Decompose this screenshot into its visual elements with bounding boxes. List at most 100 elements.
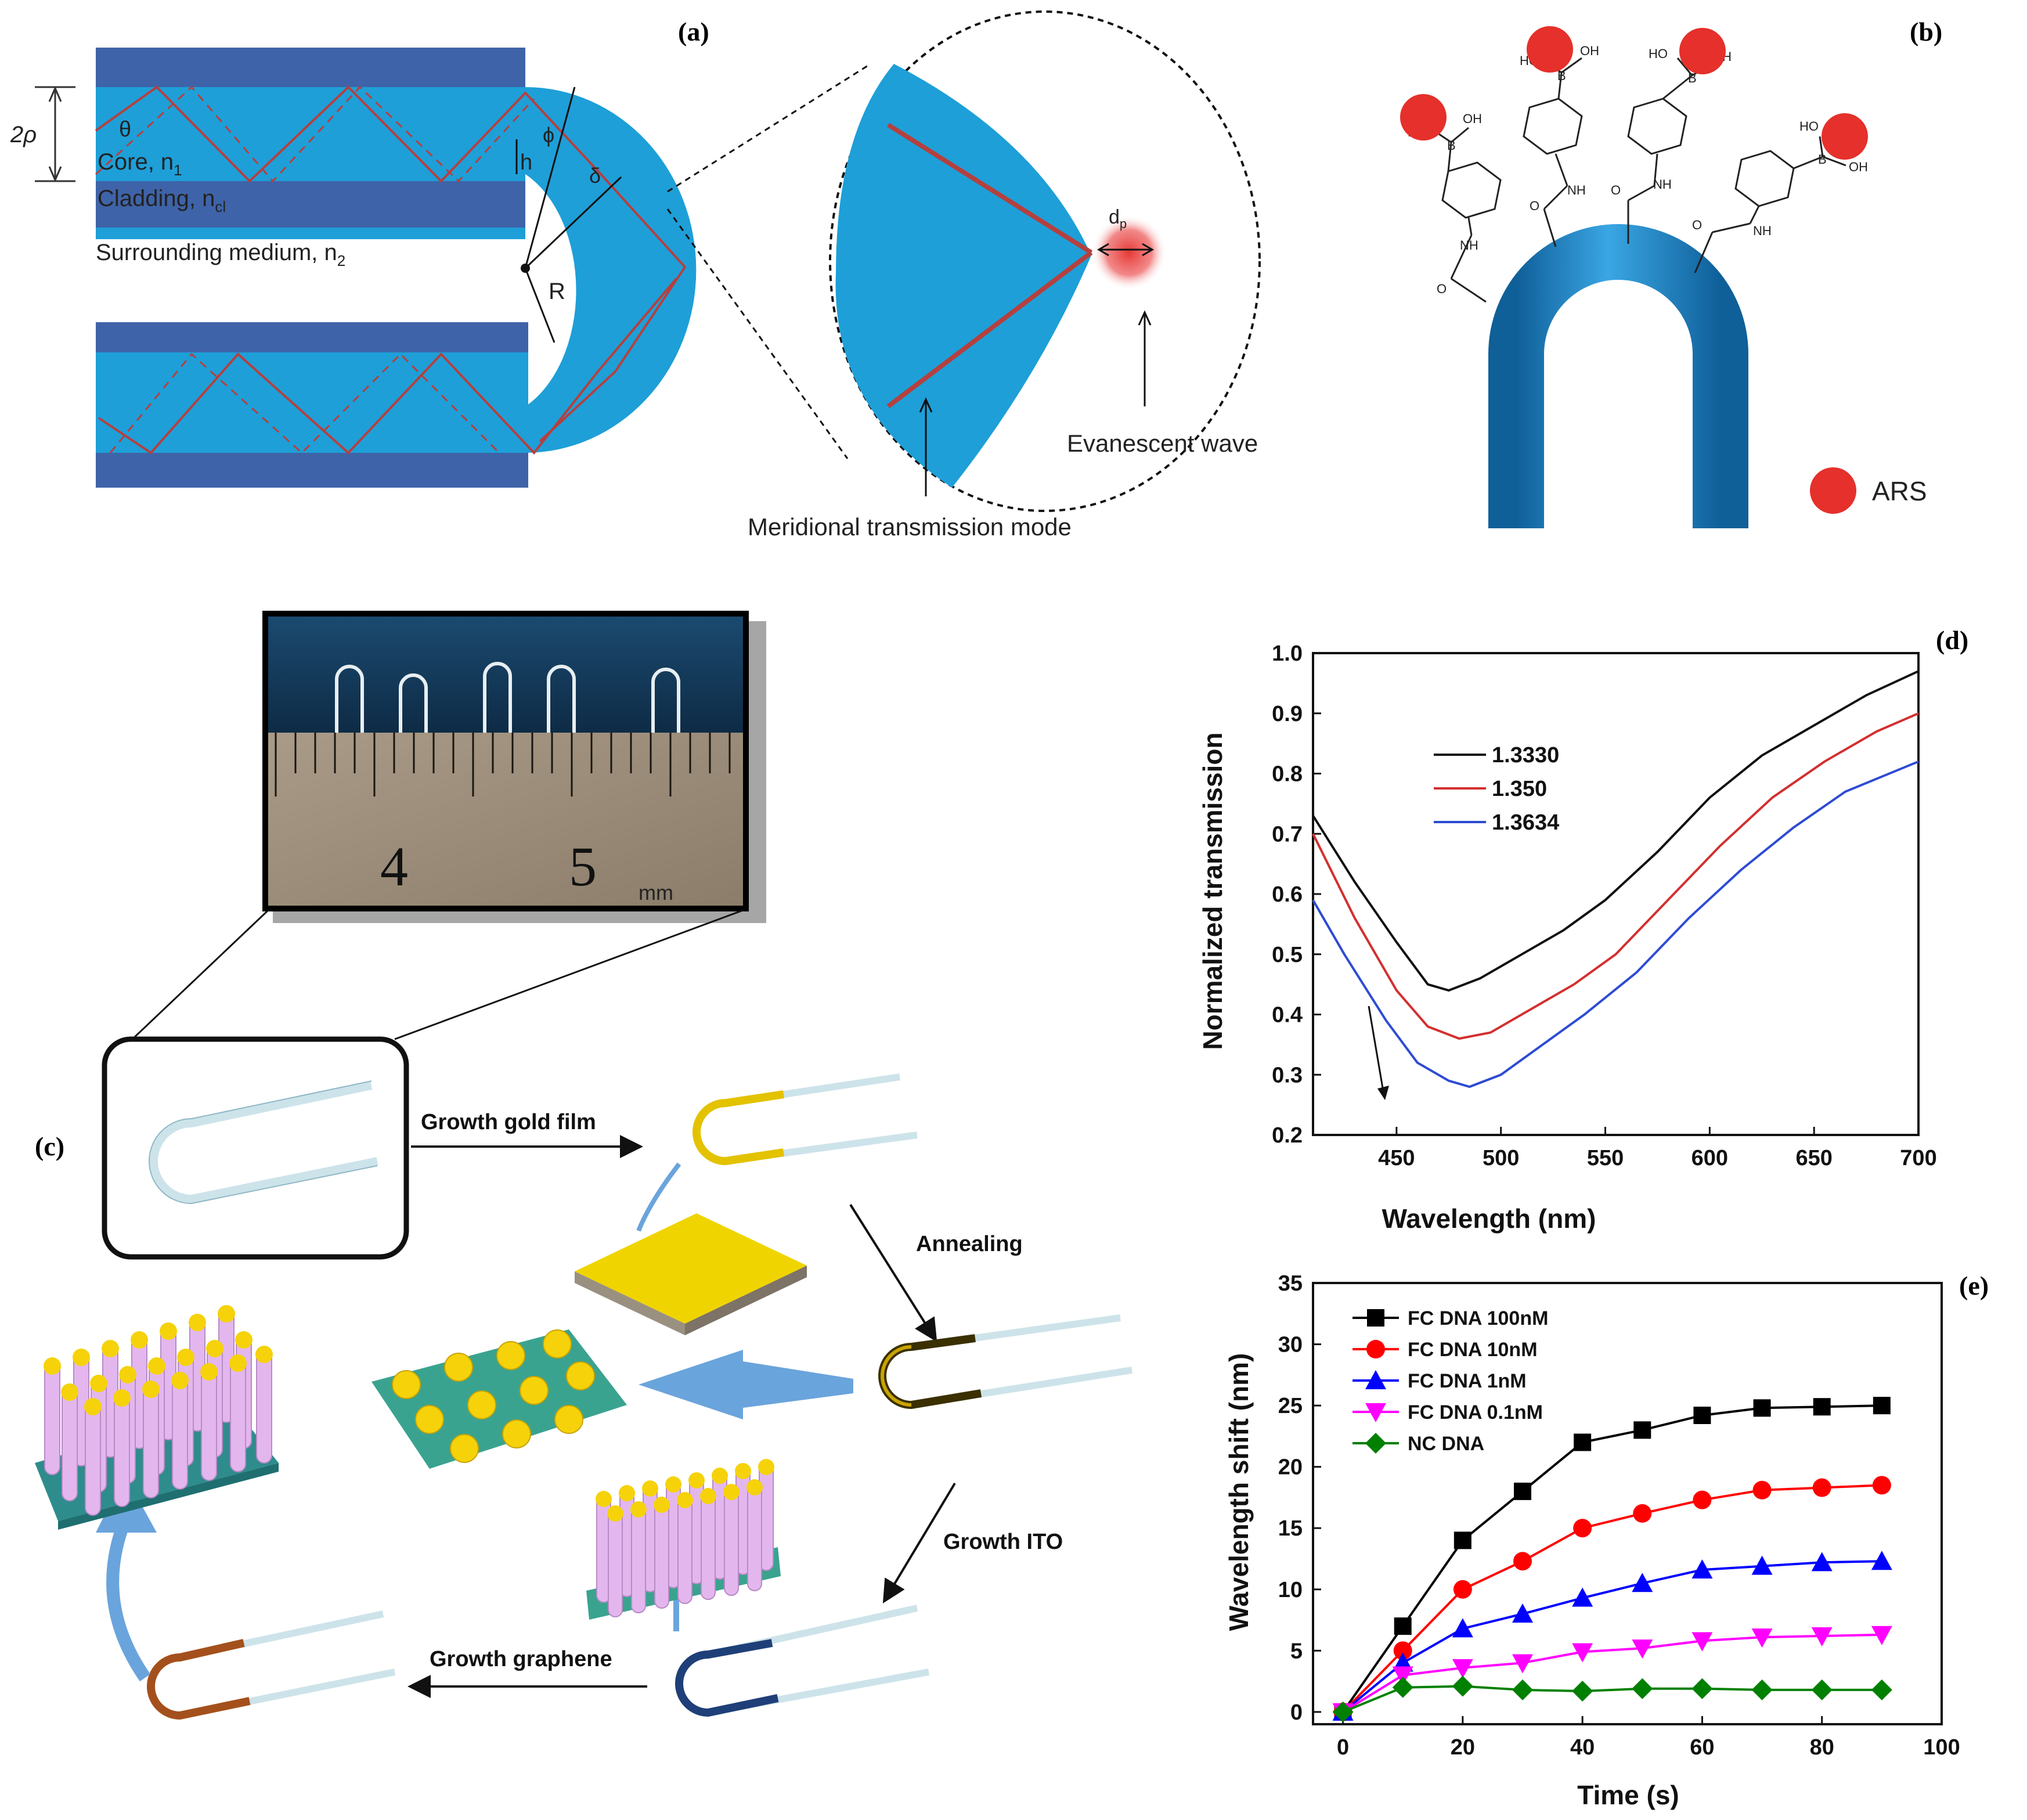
- molecule-4-b: B: [1818, 152, 1827, 167]
- ars-dye-4: [1822, 113, 1868, 160]
- photo-ruler: [268, 733, 743, 906]
- chart-d-shift-arrow-head: [1377, 1086, 1389, 1100]
- legend-label: NC DNA: [1408, 1433, 1484, 1455]
- x-tick-label: 450: [1378, 1146, 1415, 1170]
- ruler-number-4: 4: [380, 835, 408, 898]
- molecule-4-nh: NH: [1753, 224, 1772, 238]
- theta-label: θ: [119, 117, 131, 142]
- arrow-graphene-up: [106, 1518, 151, 1682]
- arrow-gold-to-film: [636, 1162, 681, 1232]
- nanorod-tip: [735, 1463, 751, 1479]
- data-point: [1752, 1480, 1772, 1500]
- step-growth-gold-label: Growth gold film: [421, 1110, 596, 1134]
- zoom-line-right: [394, 909, 744, 1040]
- nanorod: [631, 1502, 646, 1613]
- surrounding-medium-label: Surrounding medium, n2: [96, 240, 345, 269]
- bare-u-fiber: [150, 1082, 378, 1203]
- nanorod-tip: [746, 1479, 763, 1495]
- chart-d: (d) 450 500 550 600 650 700 0.2 0.3 0.4 0.5 0.6 0.7…: [1198, 625, 1968, 1234]
- zoom-circle: [829, 10, 1261, 512]
- gold-nanoparticle: [444, 1353, 473, 1382]
- data-point: [1632, 1678, 1653, 1699]
- arrow-to-nanoparticles: [639, 1350, 853, 1419]
- legend-marker: [1365, 1370, 1386, 1389]
- nanorod: [62, 1384, 78, 1501]
- nanorod-tip: [148, 1357, 165, 1375]
- zoom-ray-out: [886, 250, 1093, 409]
- plot-frame: [1312, 1282, 1943, 1725]
- molecule-4-ho: HO: [1799, 119, 1819, 134]
- y-tick-label: 0.8: [1272, 762, 1303, 787]
- series-line-FC DNA 0.1nM: [1342, 1633, 1882, 1713]
- nanorod: [230, 1355, 246, 1472]
- nanorod-tip: [758, 1459, 774, 1475]
- gold-nanoparticle: [450, 1434, 479, 1463]
- panel-b-label: (b): [1910, 17, 1942, 46]
- fiber-bend: [525, 87, 697, 453]
- nanorod-tip: [229, 1354, 247, 1372]
- x-tick-label: 650: [1795, 1146, 1832, 1170]
- panel-c: (c) 4 5 mm Growth gold film: [35, 611, 1132, 1720]
- ars-dye-3: [1679, 28, 1726, 74]
- data-point: [1813, 1398, 1831, 1416]
- chart-e-legend: FC DNA 100nM FC DNA 10nM FC DNA 1nM FC DNA …: [1352, 1307, 1548, 1455]
- meridional-pointer-head: [919, 397, 933, 413]
- nanorod: [701, 1489, 716, 1600]
- ars-legend-label: ARS: [1872, 476, 1927, 506]
- data-point: [1811, 1552, 1833, 1572]
- nanorod-tip: [255, 1346, 273, 1363]
- chart-d-legend: 1.3330 1.350 1.3634: [1434, 743, 1559, 835]
- gold-nanoparticle: [467, 1390, 496, 1419]
- nanorod-tip: [712, 1468, 728, 1484]
- ray-dashed: [95, 85, 535, 183]
- dp-label: dp: [1109, 206, 1127, 231]
- y-tick-label: 15: [1278, 1516, 1303, 1541]
- x-tick-label: 20: [1451, 1735, 1475, 1760]
- nanorod-tip: [73, 1349, 90, 1366]
- chart-d-shift-arrow: [1368, 1005, 1384, 1092]
- bare-u-fiber-outline: [149, 1080, 378, 1205]
- y-tick-label: 0.5: [1272, 943, 1303, 967]
- data-point: [1691, 1559, 1713, 1578]
- zoom-line-left: [131, 909, 269, 1040]
- bare-fiber-frame: [102, 1036, 409, 1260]
- y-tick-label: 30: [1278, 1333, 1303, 1357]
- u-fiber-tube: [1488, 224, 1748, 528]
- data-point: [1572, 1681, 1593, 1702]
- data-point: [1753, 1399, 1771, 1417]
- nanorod-tip: [44, 1357, 61, 1375]
- nanorod: [85, 1399, 101, 1516]
- lower-fiber-cladding-top: [96, 322, 528, 352]
- data-point: [1574, 1433, 1592, 1451]
- ray-solid: [95, 85, 687, 442]
- dim-arrow-top: [48, 86, 62, 102]
- phi-label: ϕ: [543, 123, 554, 147]
- construction-line-2: [524, 176, 622, 269]
- nanorod-tip: [654, 1497, 670, 1513]
- data-point: [1632, 1639, 1653, 1659]
- x-tick-label: 550: [1587, 1146, 1624, 1170]
- data-point: [1393, 1641, 1412, 1660]
- ito-coated-fiber: [675, 1605, 930, 1717]
- molecule-3-nh: NH: [1653, 177, 1672, 192]
- ruler-unit: mm: [639, 881, 673, 904]
- molecule-2-oh: OH: [1580, 44, 1599, 58]
- panel-b: (b) NH O HO OH B NH O H: [1400, 17, 1942, 528]
- nanorod: [44, 1358, 60, 1475]
- data-point: [1573, 1519, 1592, 1538]
- nanorod-tip: [102, 1340, 119, 1357]
- nanorod: [677, 1493, 693, 1604]
- data-point: [1512, 1603, 1533, 1623]
- gold-nanoparticle: [392, 1370, 421, 1399]
- data-point: [1452, 1675, 1473, 1697]
- molecule-1-oh: OH: [1463, 111, 1482, 126]
- nanorod-tip: [177, 1349, 194, 1366]
- data-point: [1811, 1679, 1833, 1700]
- molecule-2-nh: NH: [1567, 183, 1586, 197]
- data-point: [1633, 1421, 1651, 1439]
- panel-e-label: (e): [1959, 1271, 1989, 1300]
- series-line-1.3330: [1312, 670, 1919, 992]
- graphene-nanorods: [44, 1305, 273, 1516]
- nanorod-tip: [171, 1372, 189, 1389]
